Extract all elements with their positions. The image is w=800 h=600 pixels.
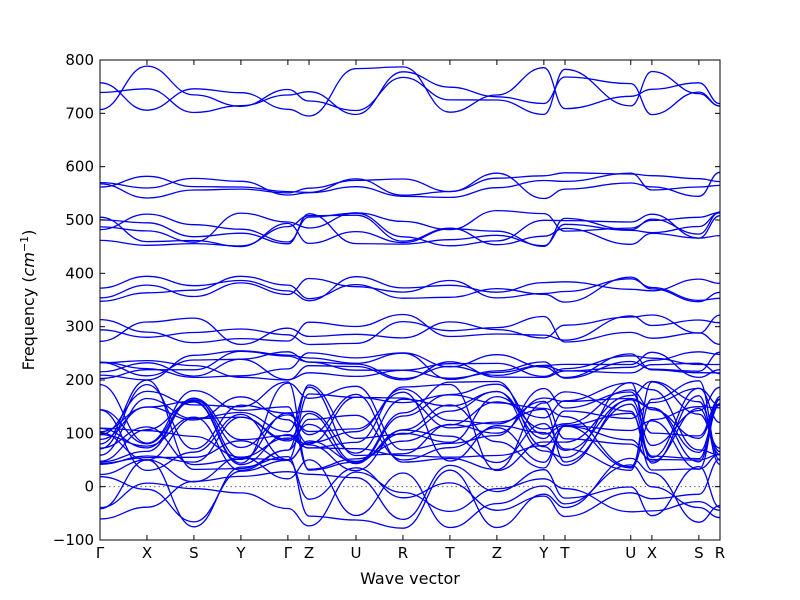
band-line (99, 380, 721, 468)
x-tick-label: Z (492, 544, 502, 562)
band-line (99, 350, 721, 381)
x-tick-label: T (444, 544, 455, 562)
y-tick-label: 0 (84, 478, 94, 496)
y-tick-label: 500 (65, 211, 94, 229)
band-line (99, 388, 721, 472)
x-tick-label: Γ (284, 544, 293, 562)
band-line (99, 214, 721, 247)
band-line (99, 351, 721, 381)
x-tick-label: Γ (96, 544, 105, 562)
band-line (99, 393, 721, 463)
plot-frame (99, 59, 721, 541)
band-line (99, 456, 721, 529)
y-axis-title-suffix: ) (19, 230, 38, 236)
x-tick-label: Z (304, 544, 314, 562)
x-tick-label: U (350, 544, 361, 562)
x-axis-title: Wave vector (360, 569, 460, 588)
band-line (99, 380, 721, 472)
band-line (99, 352, 721, 379)
y-axis-title-unit: cm (19, 252, 38, 276)
band-line (99, 383, 721, 465)
y-tick-label: 100 (65, 424, 94, 442)
y-axis-title-prefix: Frequency ( (19, 276, 38, 370)
y-axis-title: Frequency (cm−1) (18, 230, 38, 371)
y-tick-label: 700 (65, 104, 94, 122)
x-tick-label: X (647, 544, 657, 562)
y-tick-label: 600 (65, 158, 94, 176)
x-tick-label: S (189, 544, 199, 562)
x-tick-label: Y (235, 544, 246, 562)
x-tick-label: U (625, 544, 636, 562)
band-line (99, 351, 720, 378)
band-line (99, 382, 721, 464)
band-line (99, 379, 721, 471)
x-tick-label: R (398, 544, 408, 562)
y-axis-title-exponent: −1 (18, 236, 31, 252)
band-line (99, 455, 721, 529)
band-line (99, 464, 721, 521)
y-tick-label: 200 (65, 371, 94, 389)
band-line (99, 315, 721, 346)
band-line (99, 209, 721, 243)
y-tick-label: 400 (65, 264, 94, 282)
y-tick-label: 300 (65, 318, 94, 336)
x-tick-label: S (694, 544, 704, 562)
band-line (99, 172, 721, 199)
band-line (99, 66, 721, 117)
band-line (99, 212, 721, 247)
band-line (99, 65, 721, 116)
x-tick-label: R (715, 544, 725, 562)
y-tick-label: −100 (53, 531, 94, 549)
band-line (99, 172, 721, 196)
x-tick-label: T (559, 544, 570, 562)
band-line (99, 471, 721, 527)
y-tick-label: 800 (65, 51, 94, 69)
plot-area (99, 65, 721, 529)
band-line (99, 71, 721, 116)
band-line (99, 386, 721, 463)
x-tick-label: Y (538, 544, 549, 562)
band-line (99, 277, 721, 302)
band-line (99, 171, 721, 200)
band-line (99, 382, 721, 470)
band-line (99, 313, 721, 344)
band-line (99, 380, 721, 471)
band-line (99, 314, 721, 346)
band-line (99, 211, 721, 248)
band-line (99, 381, 721, 472)
x-tick-label: X (142, 544, 152, 562)
